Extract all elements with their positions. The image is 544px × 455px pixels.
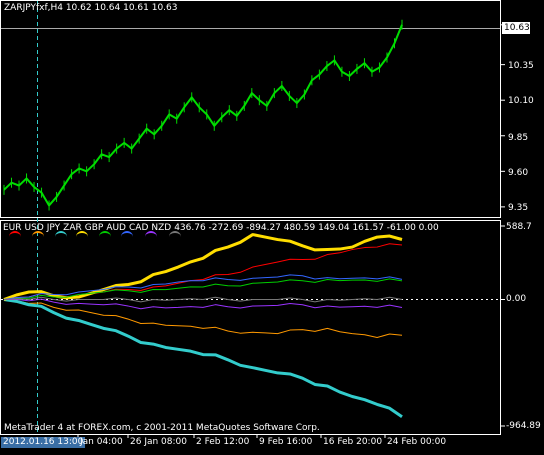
symbol-info-line: ZARJPYfxf,H4 10.62 10.64 10.61 10.63 [4,3,178,13]
legend-swatch-cad [145,231,157,239]
legend-label: USD [24,223,44,233]
indicator-legend: EUR USD JPY ZAR GBP AUD CAD NZD 436.76 -272.69 -… [3,223,442,234]
price-tick-label: 9.60 [508,168,529,178]
legend-swatch-eur [9,231,21,239]
indicator-tick-label: 0.00 [506,294,527,304]
legend-swatch-nzd [169,231,181,239]
indicator-pane-frame [0,220,501,435]
indicator-line-nzd [3,296,403,303]
legend-label: NZD [151,223,172,233]
legend-label: AUD [106,223,126,233]
indicator-tick-label: -964.89 [506,421,541,431]
price-tick-label: 9.35 [508,203,529,213]
legend-swatch-aud [121,231,133,239]
legend-label: GBP [84,223,104,233]
price-series-line [3,24,403,207]
indicator-line-eur [3,243,403,300]
legend-swatch-zar [76,231,88,239]
crosshair-date-label: 2012.01.16 13:00 [1,437,86,448]
time-tick-label: 24 Feb 00:00 [387,437,447,447]
price-tick-label: 10.35 [508,61,534,71]
legend-label: ZAR [63,223,82,233]
price-tick-label: 10.10 [508,96,534,106]
legend-swatch-usd [32,231,44,239]
indicator-values: 436.76 -272.69 -894.27 480.59 149.04 161… [174,223,439,233]
legend-swatch-gbp [99,231,111,239]
indicator-line-jpy [3,298,403,418]
legend-label: JPY [46,223,61,233]
indicator-line-zar [3,233,403,301]
legend-swatch-jpy [55,231,67,239]
legend-label: EUR [3,223,22,233]
price-pane-frame [0,0,501,218]
time-tick-label: Jan 04:00 [80,437,123,447]
time-tick-label: 26 Jan 08:00 [130,437,187,447]
legend-label: CAD [129,223,149,233]
indicator-line-aud [3,274,403,300]
time-tick-label: 9 Feb 16:00 [259,437,313,447]
time-tick-label: 16 Feb 20:00 [323,437,383,447]
copyright-text: MetaTrader 4 at FOREX.com, c 2001-2011 M… [4,423,320,433]
indicator-line-cad [3,298,403,310]
indicator-series-group [3,233,403,418]
indicator-tick-label: 588.7 [506,222,532,232]
current-price-label: 10.63 [502,22,530,34]
time-tick-label: 2 Feb 12:00 [196,437,250,447]
price-tick-label: 9.85 [508,133,529,143]
price-series-group [3,19,403,211]
indicator-line-usd [3,299,403,339]
indicator-axis-ticks [500,225,505,427]
indicator-line-gbp [3,278,403,300]
